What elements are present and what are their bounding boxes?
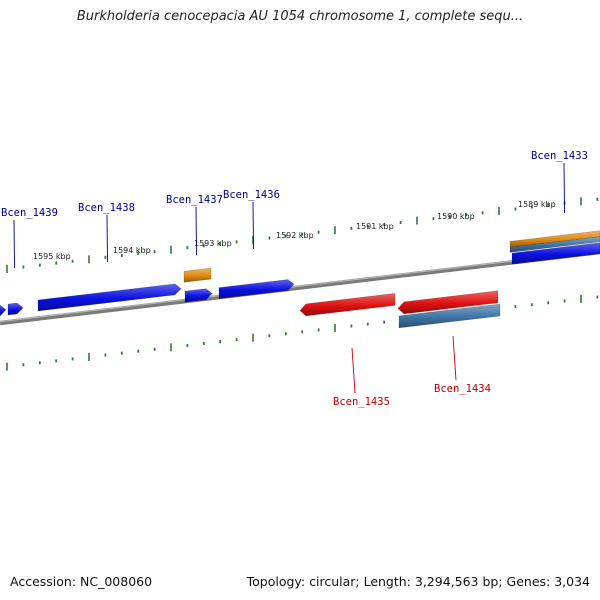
accession-label: Accession: NC_008060	[10, 574, 153, 589]
scale-label: 1589 kbp	[518, 200, 556, 209]
gene-label: Bcen_1434	[434, 383, 491, 395]
gene-leader-line	[452, 335, 457, 381]
scale-label: 1595 kbp	[33, 252, 71, 261]
steel-feature	[509, 236, 600, 253]
backbone-highlight	[0, 250, 600, 323]
forward-gene-arrow	[7, 302, 24, 316]
gene-leader-line	[106, 214, 108, 263]
scale-label: 1594 kbp	[113, 246, 151, 255]
steel-feature	[398, 303, 501, 329]
reverse-gene-arrow	[397, 290, 499, 315]
forward-gene-arrow	[184, 288, 213, 303]
gene-leader-line	[195, 206, 197, 256]
gene-leader-line	[13, 219, 15, 269]
backbone-track	[0, 249, 600, 326]
forward-gene-arrow	[218, 279, 295, 299]
gene-label: Bcen_1437	[166, 194, 223, 206]
map-title: Burkholderia cenocepacia AU 1054 chromos…	[76, 9, 524, 24]
scale-ticks-outer	[6, 197, 599, 273]
gene-label: Bcen_1439	[1, 207, 58, 219]
forward-gene-arrow	[37, 283, 182, 312]
scale-label: 1591 kbp	[356, 222, 394, 231]
gene-leader-line	[351, 347, 356, 394]
scale-label: 1593 kbp	[194, 239, 232, 248]
genome-stats: Topology: circular; Length: 3,294,563 bp…	[246, 574, 590, 589]
forward-gene-arrow	[511, 242, 600, 265]
scale-ticks-inner	[6, 294, 599, 371]
gene-label: Bcen_1438	[78, 202, 135, 214]
gene-label: Bcen_1433	[531, 150, 588, 162]
forward-gene-arrow	[0, 304, 7, 317]
gene-label: Bcen_1436	[223, 189, 280, 201]
reverse-gene-arrow	[299, 293, 396, 317]
gene-leader-line	[252, 201, 254, 250]
orange-feature	[183, 267, 212, 283]
gene-leader-line	[563, 162, 565, 214]
scale-label: 1592 kbp	[276, 231, 314, 240]
orange-feature	[509, 230, 600, 248]
gene-label: Bcen_1435	[333, 396, 390, 408]
scale-label: 1590 kbp	[437, 212, 475, 221]
